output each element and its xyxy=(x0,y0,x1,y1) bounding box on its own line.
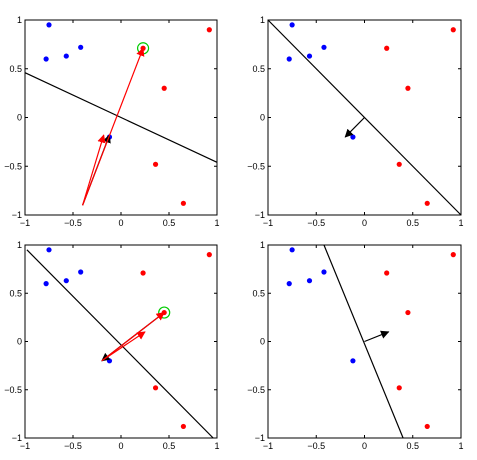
panel-4: −1 −0.5 0 0.5 1 −1 −0.5 0 0.5 1 xyxy=(247,240,463,451)
blue-point xyxy=(46,247,52,253)
panel-2: −1 −0.5 0 0.5 1 −1 −0.5 0 0.5 1 xyxy=(247,15,463,228)
blue-point xyxy=(321,269,327,275)
y-tick-label: −0.5 xyxy=(247,385,265,395)
red-point xyxy=(384,45,390,51)
blue-point xyxy=(46,22,52,28)
x-tick-label: −0.5 xyxy=(307,218,325,228)
red-point xyxy=(152,161,159,167)
red-point xyxy=(180,200,186,206)
y-tick-label: 0 xyxy=(17,113,22,123)
red-point xyxy=(450,252,456,258)
red-point xyxy=(140,270,146,276)
y-tick-label: −0.5 xyxy=(4,385,22,395)
y-tick-label: 0 xyxy=(17,337,22,347)
y-tick-label: 1 xyxy=(17,240,22,250)
red-arrow xyxy=(101,331,146,362)
blue-point xyxy=(78,269,84,275)
x-tick-label: 1 xyxy=(214,218,219,228)
y-tick-label: 0.5 xyxy=(252,64,265,74)
x-tick-label: −0.5 xyxy=(64,441,82,451)
blue-point xyxy=(306,53,313,59)
y-tick-label: −1 xyxy=(12,210,22,220)
x-tick-label: 0.5 xyxy=(163,441,176,451)
panel-3: −1 −0.5 0 0.5 1 −1 −0.5 0 0.5 1 xyxy=(4,240,219,451)
red-point xyxy=(405,309,411,316)
blue-point xyxy=(286,56,292,62)
y-tick-label: −1 xyxy=(255,210,265,220)
blue-point xyxy=(63,53,69,59)
x-tick-label: −1 xyxy=(263,218,273,228)
x-tick-label: 1 xyxy=(214,441,219,451)
red-point xyxy=(396,161,402,167)
blue-point xyxy=(43,56,49,62)
red-point xyxy=(405,85,411,91)
black-arrow xyxy=(364,330,390,343)
blue-point xyxy=(289,22,295,28)
blue-point xyxy=(306,278,313,284)
x-tick-label: 0.5 xyxy=(406,218,419,228)
blue-point xyxy=(63,278,69,284)
blue-point xyxy=(289,247,295,253)
decision-line xyxy=(26,249,214,439)
red-point xyxy=(206,252,212,258)
y-tick-label: 1 xyxy=(260,240,265,250)
x-tick-label: 0 xyxy=(362,441,367,451)
blue-point xyxy=(106,358,113,364)
red-point xyxy=(424,200,430,206)
x-tick-label: 0 xyxy=(118,441,123,451)
red-point xyxy=(424,423,430,430)
x-tick-label: −0.5 xyxy=(64,218,82,228)
red-point xyxy=(396,385,402,391)
x-tick-label: −1 xyxy=(20,441,30,451)
y-tick-label: 0.5 xyxy=(9,288,22,298)
y-tick-label: −0.5 xyxy=(4,161,22,171)
y-tick-label: −0.5 xyxy=(247,161,265,171)
y-tick-label: 1 xyxy=(17,15,22,25)
x-tick-label: −1 xyxy=(263,441,273,451)
x-tick-label: 1 xyxy=(458,441,463,451)
blue-point xyxy=(350,358,356,364)
blue-point xyxy=(43,281,49,287)
decision-line xyxy=(323,244,404,439)
x-tick-label: 1 xyxy=(458,218,463,228)
x-tick-label: −0.5 xyxy=(307,441,325,451)
blue-point xyxy=(78,44,84,50)
red-point xyxy=(206,27,212,33)
x-tick-label: 0.5 xyxy=(406,441,419,451)
red-point xyxy=(180,423,186,430)
x-tick-label: −1 xyxy=(20,218,30,228)
red-arrow xyxy=(82,134,106,206)
y-tick-label: 0.5 xyxy=(9,64,22,74)
blue-point xyxy=(286,281,292,287)
plot-frame xyxy=(24,244,218,439)
red-point xyxy=(384,270,390,276)
y-tick-label: −1 xyxy=(12,433,22,443)
blue-point xyxy=(321,44,327,50)
blue-point xyxy=(350,134,356,140)
y-tick-label: −1 xyxy=(255,433,265,443)
red-point xyxy=(152,385,159,391)
red-point xyxy=(161,85,167,91)
red-arrow xyxy=(82,47,145,206)
black-arrow xyxy=(344,117,365,138)
red-arrow xyxy=(101,312,165,362)
panel-1: −1 −0.5 0 0.5 1 −1 −0.5 0 0.5 1 xyxy=(4,15,219,228)
y-tick-label: 1 xyxy=(260,15,265,25)
x-tick-label: 0 xyxy=(118,218,123,228)
y-tick-label: 0 xyxy=(260,337,265,347)
x-tick-label: 0.5 xyxy=(163,218,176,228)
y-tick-label: 0 xyxy=(260,113,265,123)
decision-line xyxy=(24,72,218,163)
x-tick-label: 0 xyxy=(362,218,367,228)
y-tick-label: 0.5 xyxy=(252,288,265,298)
red-point xyxy=(450,27,456,33)
